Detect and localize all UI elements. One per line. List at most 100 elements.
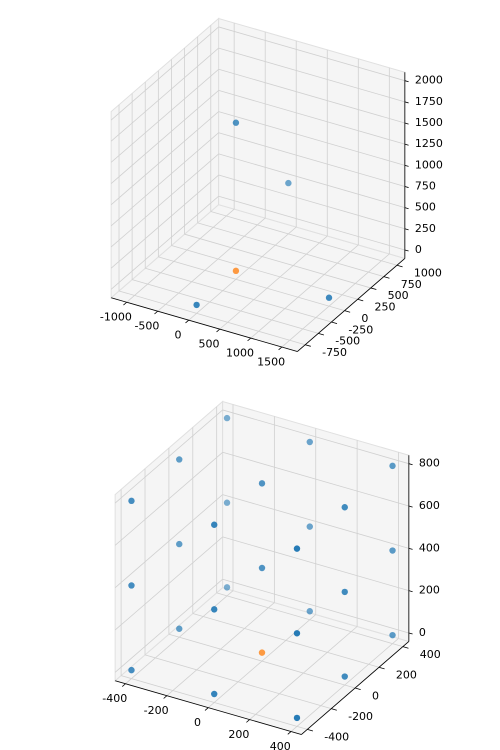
tick-mark [404,186,409,188]
point [176,625,183,632]
axes: -1000-500050010001500-750-500-2500250500… [100,17,443,368]
point [128,497,135,505]
y-tick-label: 400 [420,648,441,661]
z-tick-label: 200 [419,584,440,597]
grid-line [218,195,405,251]
point [306,608,313,615]
grid-line [110,174,219,269]
grid-line [114,536,223,631]
grid-line [222,409,409,465]
x-axis-line [111,297,298,352]
point [223,414,231,422]
tick-mark [383,276,390,279]
point [341,673,348,680]
grid-line [222,451,409,507]
tick-mark [408,505,413,508]
tick-mark [370,287,377,290]
y-tick-label: -400 [324,731,349,744]
z-tick-label: 1500 [415,116,443,129]
x-tick-label: 200 [228,728,249,741]
tick-mark [331,321,338,324]
x-axis-line [115,680,302,735]
point [193,301,200,309]
grid-line [192,613,380,668]
point [293,545,301,552]
tick-mark [402,646,409,649]
y-axis-line [301,641,410,735]
point [223,584,231,591]
grid-line [110,90,219,184]
z-tick-label: 0 [415,243,422,256]
y-tick-label: 0 [361,312,368,325]
tick-mark [163,695,168,699]
grid-line [218,26,405,82]
tick-mark [247,337,252,342]
x-tick-label: -400 [102,692,127,705]
point [306,523,313,530]
grid-line [222,536,409,592]
y-tick-label: -500 [335,335,360,348]
tick-mark [204,707,209,711]
point [258,649,266,656]
point [389,547,396,554]
point [293,714,301,722]
grid-line [216,592,403,647]
tick-mark [305,344,311,347]
x-tick-label: 1500 [257,355,285,368]
point [325,294,333,301]
tick-mark [318,332,325,336]
grid-line [158,256,345,312]
tick-mark [123,301,127,306]
tick-mark [331,708,337,711]
grid-line [222,494,409,549]
grid-line [222,578,409,634]
point [285,179,292,187]
grid-line [110,26,219,121]
y-axis-line [297,258,406,352]
grid-line [121,675,308,730]
point [223,499,231,506]
point [258,480,266,487]
point [176,540,183,548]
point [389,631,396,639]
tick-mark [396,264,403,268]
y-tick-label: -250 [348,323,373,336]
y-tick-label: 750 [401,278,422,291]
grid-line [218,90,405,145]
point [211,606,218,613]
grid-line [110,68,219,163]
grid-line [218,153,405,209]
grid-line [110,111,219,205]
y-tick-label: 200 [396,669,417,682]
y-tick-label: -750 [322,346,347,359]
tick-mark [404,143,409,146]
grid-line [184,233,371,289]
point [128,582,135,589]
grid-line [218,174,405,230]
grid-line [110,47,219,142]
tick-mark [404,228,409,231]
grid-line [218,47,405,103]
grid-line [114,451,223,546]
tick-mark [408,463,413,466]
grid-line [145,267,332,323]
point [176,456,183,463]
point [341,588,348,596]
point [232,119,240,126]
x-tick-label: 500 [199,337,220,350]
grid-line [157,217,266,312]
grid-line [218,132,405,187]
grid-line [218,68,405,124]
x-tick-label: 400 [270,740,291,750]
point [232,267,240,275]
z-tick-label: 0 [419,626,426,639]
tick-mark [408,590,413,593]
point [211,521,218,528]
tick-mark [408,547,413,550]
y-tick-label: 500 [388,289,409,302]
tick-mark [122,683,126,687]
point [128,666,135,674]
tick-mark [404,122,409,125]
x-tick-label: -200 [144,704,169,717]
